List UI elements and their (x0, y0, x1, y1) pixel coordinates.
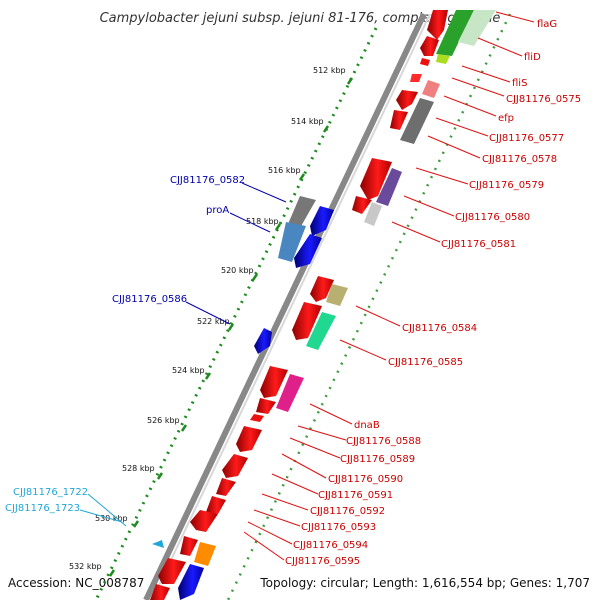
gene-arrow (390, 110, 408, 130)
gene-label: CJJ81176_0579 (469, 180, 544, 191)
gene-arrow (222, 454, 248, 478)
gene-label: CJJ81176_0592 (310, 506, 385, 517)
map-title: Campylobacter jejuni subsp. jejuni 81-17… (100, 11, 501, 26)
gene-label: CJJ81176_0591 (318, 490, 393, 501)
teal-block (306, 312, 336, 350)
gene-label-efp: efp (498, 113, 514, 124)
gene-label: CJJ81176_0577 (489, 133, 564, 144)
forward-genes (150, 10, 448, 600)
gene-label: CJJ81176_0580 (455, 212, 530, 223)
kbp-label: 526 kbp (147, 416, 180, 425)
gene-label: CJJ81176_0593 (301, 522, 376, 533)
gene-arrow (360, 158, 392, 200)
kbp-label: 524 kbp (172, 366, 205, 375)
gene-arrow (260, 366, 288, 398)
kbp-label: 512 kbp (313, 66, 346, 75)
gene-arrow (396, 90, 418, 110)
gene-arrow (178, 564, 204, 600)
gene-arrow (310, 276, 334, 302)
feature-blocks (194, 10, 496, 566)
gene-arrow (250, 414, 264, 422)
backbone-inner-line (151, 13, 431, 600)
rna-arrow (152, 540, 164, 548)
topology-text: Topology: circular; Length: 1,616,554 bp… (259, 576, 590, 590)
gene-label: CJJ81176_0588 (346, 436, 421, 447)
magenta-block (276, 374, 304, 412)
gene-arrow (158, 558, 186, 584)
pink-block (422, 80, 440, 98)
kbp-label: 522 kbp (197, 317, 230, 326)
kbp-label: 520 kbp (221, 266, 254, 275)
gene-arrow (180, 536, 198, 556)
blue-steel-block (278, 222, 306, 262)
gene-label-fliD: fliD (524, 52, 541, 63)
inner-dotted-line (226, 13, 512, 600)
grey-block (400, 98, 434, 144)
gene-arrow (427, 10, 448, 40)
kbp-label: 528 kbp (122, 464, 155, 473)
gene-label: CJJ81176_0584 (402, 323, 477, 334)
gene-arrow (256, 398, 276, 414)
kbp-label: 518 kbp (246, 217, 279, 226)
gene-label-flaG: flaG (537, 19, 557, 30)
orange-block (194, 542, 216, 566)
gene-label: CJJ81176_0586 (112, 294, 187, 305)
yellow-green-block (436, 54, 450, 64)
kbp-label: 514 kbp (291, 117, 324, 126)
gene-arrow (206, 496, 226, 514)
gene-arrow (236, 426, 262, 452)
gene-label: CJJ81176_0590 (328, 474, 403, 485)
green-block (436, 10, 474, 56)
backbone-line (143, 12, 427, 600)
gene-arrow (292, 302, 322, 340)
gene-label-dnaB: dnaB (354, 420, 380, 431)
green-block-light (458, 10, 496, 46)
kbp-label: 516 kbp (268, 166, 301, 175)
gene-arrow (254, 328, 272, 354)
gene-label: CJJ81176_1723 (5, 503, 80, 514)
gene-arrow (410, 74, 422, 82)
gene-label: CJJ81176_0585 (388, 357, 463, 368)
gene-arrow (310, 206, 334, 236)
kbp-label: 532 kbp (69, 562, 102, 571)
gene-label: CJJ81176_0594 (293, 540, 368, 551)
gene-arrow (420, 58, 430, 66)
gene-label-fliS: fliS (512, 78, 527, 89)
grey-gene (288, 196, 316, 228)
gene-label: CJJ81176_0575 (506, 94, 581, 105)
gene-label: CJJ81176_1722 (13, 487, 88, 498)
gene-arrow (150, 584, 170, 600)
gene-label: CJJ81176_0595 (285, 556, 360, 567)
right-leader-lines (243, 11, 535, 561)
left-labels: CJJ81176_0582 proA CJJ81176_0586 CJJ8117… (5, 175, 245, 514)
accession-text: Accession: NC_008787 (8, 576, 144, 590)
purple-block (376, 168, 402, 206)
left-leader-lines (79, 182, 287, 527)
gene-arrow (190, 510, 218, 532)
gene-label: CJJ81176_0578 (482, 154, 557, 165)
gene-label: CJJ81176_0589 (340, 454, 415, 465)
gene-label: CJJ81176_0582 (170, 175, 245, 186)
olive-block (326, 284, 348, 306)
gene-label: CJJ81176_0581 (441, 239, 516, 250)
reverse-genes (152, 196, 334, 600)
gene-arrow (352, 196, 372, 214)
lightgrey-block (364, 202, 382, 226)
kbp-ticks (108, 77, 354, 577)
right-labels: flaG fliD fliS CJJ81176_0575 efp CJJ8117… (285, 19, 581, 567)
gene-arrow (216, 478, 236, 496)
gene-label-proA: proA (206, 205, 229, 216)
gene-arrow (420, 36, 439, 56)
gene-arrow (294, 234, 322, 268)
